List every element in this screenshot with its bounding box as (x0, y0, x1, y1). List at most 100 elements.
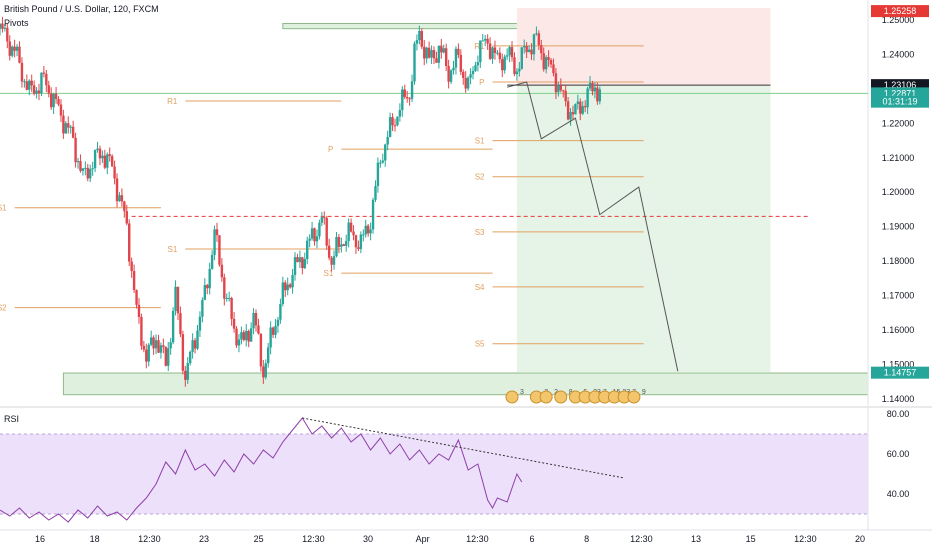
candle-body (423, 46, 426, 59)
candle-body (1, 23, 4, 29)
candle-body (118, 195, 121, 202)
time-tick-label: 18 (90, 534, 100, 544)
candle-body (125, 211, 128, 224)
candle-body (320, 217, 324, 223)
candle-body (145, 349, 148, 362)
indicator-label[interactable]: Pivots (4, 18, 29, 28)
candle-body (13, 46, 16, 51)
event-flag-icon (554, 390, 568, 404)
price-tick-label: 1.25000 (882, 15, 915, 25)
candle-body (532, 34, 536, 55)
price-tick-label: 1.15000 (882, 359, 915, 369)
candle-body (564, 90, 567, 102)
candle-body (327, 245, 331, 258)
candle-body (296, 257, 299, 263)
price-tag-label: 1.14757 (884, 368, 917, 378)
candle-body (91, 168, 94, 170)
candle-body (79, 161, 82, 171)
candle-body (444, 48, 448, 66)
candle-body (81, 168, 85, 171)
candle-body (254, 312, 258, 326)
pivot-label: P (328, 145, 333, 154)
pivot-label: S2 (0, 304, 7, 313)
candle-body (410, 81, 414, 99)
candle-body (232, 318, 236, 329)
candle-body (301, 257, 304, 269)
candle-body (335, 237, 338, 257)
candle-body (120, 195, 124, 202)
candle-body (325, 217, 328, 246)
pivot-label: S1 (168, 245, 178, 254)
candle-body (323, 217, 326, 219)
candle-body (515, 71, 519, 75)
candle-body (193, 340, 197, 349)
candle-body (15, 46, 19, 51)
candle-body (157, 340, 160, 353)
candle-body (184, 370, 187, 380)
candle-body (449, 70, 453, 82)
candle-body (203, 285, 207, 300)
candle-body (281, 282, 285, 304)
event-flag-icon (539, 390, 553, 404)
pivot-label: S1 (0, 204, 7, 213)
candle-body (405, 97, 409, 99)
candle-body (435, 58, 438, 63)
candle-body (469, 74, 472, 78)
candle-body (376, 162, 380, 187)
pivot-label: S3 (475, 228, 485, 237)
price-tag (871, 95, 929, 108)
candle-body (235, 328, 238, 346)
candle-body (230, 297, 233, 319)
candle-body (67, 123, 70, 128)
time-tick-label: 15 (746, 534, 756, 544)
candle-body (191, 340, 194, 352)
candle-body (562, 90, 565, 92)
event-flag-icon (505, 390, 519, 404)
candle-body (342, 244, 345, 246)
candle-body (206, 285, 209, 289)
candle-body (544, 57, 548, 70)
time-tick-label: 6 (529, 534, 534, 544)
time-tick-label: 12:30 (794, 534, 817, 544)
pivot-label: S4 (475, 283, 485, 292)
candle-body (147, 344, 150, 362)
candle-body (30, 80, 33, 86)
candle-body (188, 351, 192, 364)
candle-body (427, 47, 431, 58)
candle-body (330, 257, 333, 265)
candle-body (149, 337, 153, 345)
candle-body (225, 298, 228, 300)
candle-body (486, 38, 489, 44)
pivot-label: S2 (475, 173, 485, 182)
price-tag-label: 01:31:19 (882, 97, 917, 107)
candle-body (481, 40, 484, 42)
candle-body (298, 257, 302, 263)
candle-body (96, 148, 99, 151)
candle-body (247, 330, 250, 342)
candle-body (401, 89, 404, 111)
candle-body (586, 88, 589, 108)
candle-body (379, 162, 382, 164)
candle-body (201, 299, 204, 317)
candle-body (57, 98, 60, 105)
candle-body (110, 156, 114, 167)
candle-body (32, 85, 36, 94)
candle-body (569, 112, 572, 120)
candle-body (588, 82, 592, 89)
candle-body (0, 23, 2, 29)
candle-body (164, 347, 167, 366)
candle-body (510, 47, 514, 58)
price-tag (871, 5, 929, 18)
rsi-tick-label: 80.00 (887, 409, 910, 419)
candle-body (259, 333, 263, 367)
rsi-band (0, 434, 868, 514)
candle-body (452, 67, 455, 71)
candles (0, 16, 601, 387)
candle-body (371, 199, 375, 230)
candle-body (432, 50, 436, 59)
price-tick-label: 1.20000 (882, 187, 915, 197)
candle-body (262, 366, 265, 378)
candle-body (54, 93, 58, 99)
candle-body (128, 223, 131, 262)
